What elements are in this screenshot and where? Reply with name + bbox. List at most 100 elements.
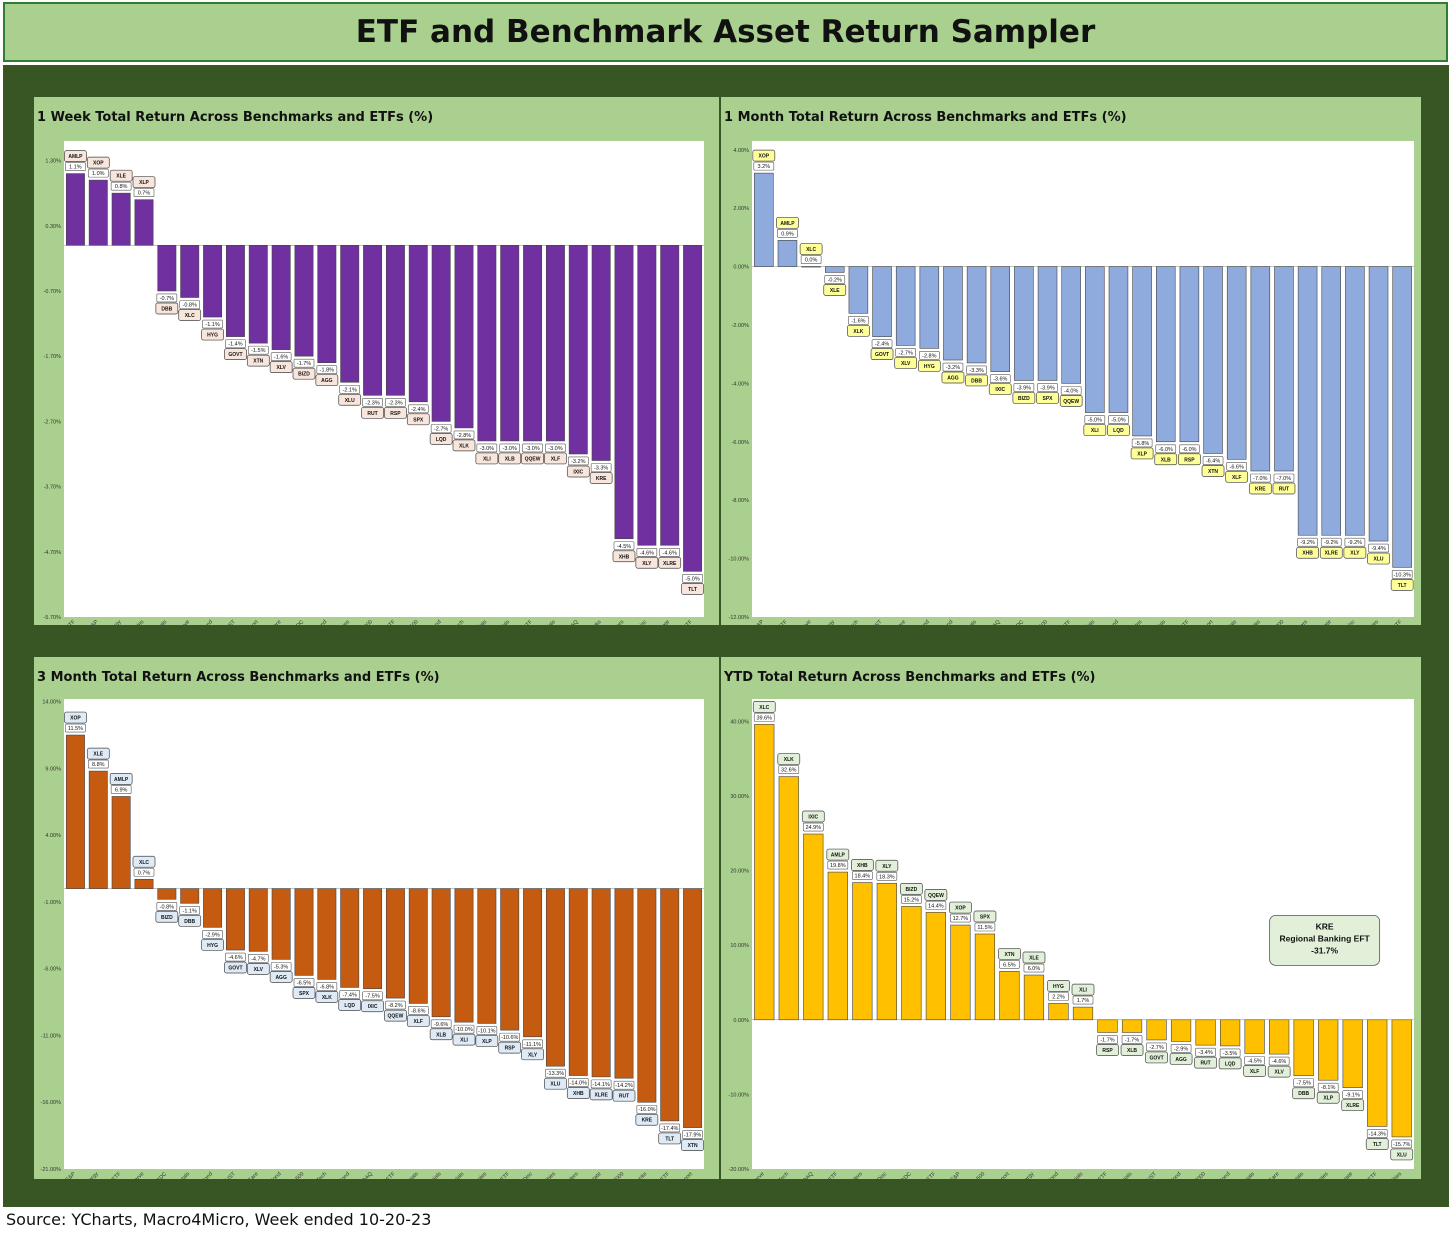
ticker-label: SPX xyxy=(980,915,991,921)
category-label: Russell 2000 xyxy=(347,619,374,625)
y-tick-label: -20.00% xyxy=(729,1167,750,1173)
value-label: -9.6% xyxy=(434,1022,448,1028)
category-label: Builders xyxy=(845,1171,863,1179)
category-label: NAS-EW ETF xyxy=(909,1171,938,1179)
ticker-label: TLT xyxy=(665,1136,674,1142)
value-label: -7.0% xyxy=(1253,476,1267,482)
bar xyxy=(545,888,565,1067)
category-label: Materials xyxy=(491,619,511,625)
ticker-label: HYG xyxy=(924,364,935,370)
ticker-label: XLRE xyxy=(1325,551,1339,557)
bar xyxy=(943,266,963,361)
value-label: 0.7% xyxy=(138,870,151,876)
value-label-box xyxy=(1170,1044,1192,1053)
category-label: UST xyxy=(225,1171,237,1179)
ticker-label: QQEW xyxy=(388,1014,404,1020)
ticker-label-box xyxy=(752,149,776,162)
ticker-label: XLE xyxy=(1029,956,1039,962)
value-label-box xyxy=(1060,386,1082,395)
value-label: 0.8% xyxy=(115,184,128,190)
value-label-box xyxy=(362,991,383,1001)
value-label: -1.1% xyxy=(183,908,197,914)
ticker-label: XLV xyxy=(254,967,264,973)
value-label: -2.9% xyxy=(1174,1046,1188,1052)
ticker-label: GOVT xyxy=(228,966,242,972)
ticker-label-box xyxy=(475,1035,499,1047)
ticker-label-box xyxy=(178,914,202,927)
category-label: Real Estate xyxy=(1330,1171,1354,1179)
bar xyxy=(848,266,869,314)
bar xyxy=(876,882,897,1021)
bar xyxy=(340,245,360,383)
value-label: 39.6% xyxy=(756,715,772,721)
value-label-box xyxy=(613,541,635,551)
value-label-box xyxy=(1195,1047,1216,1057)
category-label: Agg Bond xyxy=(933,619,954,625)
bar xyxy=(1061,266,1081,384)
ticker-label-box xyxy=(498,452,522,465)
ticker-label: TLT xyxy=(1373,1142,1382,1148)
bar xyxy=(974,933,996,1021)
bar xyxy=(568,888,588,1076)
value-label: -9.2% xyxy=(1348,540,1362,546)
category-label: Builders xyxy=(561,1171,579,1179)
value-label: -8.6% xyxy=(411,1008,425,1014)
value-label-box xyxy=(925,901,947,910)
value-label-box xyxy=(202,930,223,939)
value-label: -2.3% xyxy=(388,400,402,406)
category-label: Energy xyxy=(820,619,837,625)
y-tick-label: 0.00% xyxy=(733,265,749,271)
value-label-box xyxy=(316,982,338,991)
ticker-label-box xyxy=(544,1077,567,1090)
ticker-label: IXIC xyxy=(995,387,1005,393)
bar xyxy=(1250,266,1271,472)
panel-1-month: 1 Month Total Return Across Benchmarks a… xyxy=(721,97,1421,625)
ticker-label-box xyxy=(589,472,613,484)
value-label: -4.0% xyxy=(1064,388,1078,394)
value-label: 19.8% xyxy=(830,863,846,869)
category-label: Con Staples xyxy=(1304,1171,1330,1179)
value-label: 11.5% xyxy=(68,726,83,732)
ticker-label-box xyxy=(406,413,430,426)
value-label-box xyxy=(225,339,246,348)
bar xyxy=(454,245,474,429)
ticker-label-box xyxy=(406,1015,430,1027)
bar xyxy=(477,245,497,442)
y-tick-label: -2.70% xyxy=(44,419,62,425)
value-label: -7.0% xyxy=(1277,476,1291,482)
ticker-label-box xyxy=(1145,1051,1168,1064)
bar xyxy=(271,888,291,960)
bar xyxy=(523,245,543,442)
value-label: -5.8% xyxy=(1135,441,1149,447)
bar xyxy=(1269,1019,1290,1055)
value-label-box xyxy=(974,922,996,932)
category-label: UST xyxy=(871,619,883,625)
bar xyxy=(1072,1006,1094,1021)
bar xyxy=(1023,974,1045,1021)
ticker-label: LQD xyxy=(436,437,447,443)
value-label-box xyxy=(613,1080,635,1090)
value-label-box xyxy=(430,1019,452,1029)
value-label: 32.6% xyxy=(781,768,797,774)
ticker-label: XLP xyxy=(1137,451,1147,457)
ticker-label: KRE xyxy=(596,476,607,482)
ticker-label-box xyxy=(1169,1053,1193,1065)
value-label-box xyxy=(1202,456,1224,465)
value-label: 11.5% xyxy=(977,925,992,931)
value-label-box xyxy=(919,351,940,360)
category-label: Transport xyxy=(1194,619,1215,625)
y-tick-label: -1.70% xyxy=(44,354,62,360)
value-label: -6.4% xyxy=(1206,458,1220,464)
value-label-box xyxy=(87,168,109,178)
ticker-label: QQEW xyxy=(1063,399,1079,405)
ticker-label-box xyxy=(1178,453,1201,466)
ticker-label: BIZD xyxy=(161,915,173,921)
ticker-label: BIZD xyxy=(1018,396,1030,402)
ticker-label-box xyxy=(1390,579,1414,591)
category-label: IG Bond xyxy=(1101,619,1120,625)
value-label-box xyxy=(636,547,658,557)
category-label: IG Bond xyxy=(333,1171,352,1179)
bar xyxy=(1293,1019,1314,1077)
value-label-box xyxy=(852,871,873,880)
ticker-label-box xyxy=(917,359,941,372)
